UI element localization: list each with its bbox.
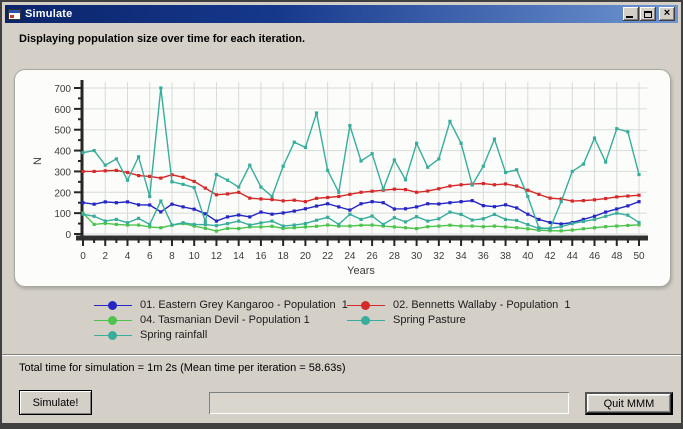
legend-label: Spring Pasture <box>393 314 466 326</box>
svg-text:16: 16 <box>255 251 267 262</box>
simulate-button[interactable]: Simulate! <box>19 390 92 415</box>
svg-text:4: 4 <box>125 251 131 262</box>
svg-text:N: N <box>32 157 44 165</box>
svg-text:0: 0 <box>65 230 71 241</box>
svg-text:26: 26 <box>367 251 379 262</box>
legend-marker-icon <box>94 300 132 310</box>
app-icon <box>8 8 21 20</box>
legend-label: Spring rainfall <box>140 329 208 341</box>
legend-label: 04. Tasmanian Devil - Population 1 <box>140 314 310 326</box>
svg-text:48: 48 <box>611 251 623 262</box>
svg-text:46: 46 <box>589 251 601 262</box>
svg-text:24: 24 <box>344 251 356 262</box>
svg-text:12: 12 <box>211 251 223 262</box>
svg-text:500: 500 <box>54 126 71 137</box>
svg-text:Years: Years <box>347 265 375 277</box>
svg-text:38: 38 <box>500 251 512 262</box>
svg-text:30: 30 <box>411 251 423 262</box>
status-text: Total time for simulation = 1m 2s (Mean … <box>19 362 346 374</box>
page-title: Displaying population size over time for… <box>19 33 306 45</box>
legend-label: 01. Eastern Grey Kangaroo - Population 1 <box>140 299 348 311</box>
chart-panel: 0 100 200 300 400 500 600 700 0 2 4 6 8 10 12 14 16 18 20 2… <box>14 69 671 287</box>
svg-text:8: 8 <box>169 251 175 262</box>
svg-text:40: 40 <box>522 251 534 262</box>
legend-item: 04. Tasmanian Devil - Population 1 <box>94 313 347 327</box>
chart-legend: 01. Eastern Grey Kangaroo - Population 1… <box>94 298 571 342</box>
legend-marker-icon <box>347 315 385 325</box>
svg-text:20: 20 <box>300 251 312 262</box>
svg-text:700: 700 <box>54 84 71 95</box>
svg-text:34: 34 <box>456 251 468 262</box>
maximize-button[interactable] <box>640 7 656 21</box>
svg-text:10: 10 <box>189 251 201 262</box>
legend-marker-icon <box>94 315 132 325</box>
quit-mmm-button[interactable]: Quit MMM <box>585 392 673 415</box>
title-bar[interactable]: Simulate × <box>5 5 678 23</box>
section-divider <box>2 354 681 356</box>
svg-text:300: 300 <box>54 167 71 178</box>
close-button[interactable]: × <box>659 7 675 21</box>
minimize-button[interactable] <box>623 7 639 21</box>
svg-text:100: 100 <box>54 209 71 220</box>
window-title: Simulate <box>25 8 73 20</box>
maximize-icon <box>644 10 652 18</box>
svg-text:50: 50 <box>633 251 645 262</box>
svg-text:600: 600 <box>54 105 71 116</box>
svg-text:22: 22 <box>322 251 334 262</box>
svg-text:400: 400 <box>54 147 71 158</box>
legend-item: 01. Eastern Grey Kangaroo - Population 1 <box>94 298 348 312</box>
svg-text:18: 18 <box>278 251 290 262</box>
progress-bar <box>209 392 569 414</box>
svg-text:28: 28 <box>389 251 401 262</box>
svg-text:42: 42 <box>544 251 556 262</box>
svg-text:14: 14 <box>233 251 245 262</box>
svg-text:200: 200 <box>54 188 71 199</box>
legend-marker-icon <box>347 300 385 310</box>
svg-text:44: 44 <box>567 251 579 262</box>
svg-text:32: 32 <box>433 251 445 262</box>
legend-item: Spring rainfall <box>94 328 347 342</box>
minimize-icon <box>626 16 633 18</box>
legend-marker-icon <box>94 330 132 340</box>
svg-text:6: 6 <box>147 251 153 262</box>
legend-item: 02. Bennetts Wallaby - Population 1 <box>347 298 571 312</box>
svg-text:0: 0 <box>80 251 86 262</box>
svg-text:2: 2 <box>102 251 108 262</box>
legend-label: 02. Bennetts Wallaby - Population 1 <box>393 299 571 311</box>
svg-text:36: 36 <box>478 251 490 262</box>
close-icon: × <box>663 7 671 19</box>
legend-item: Spring Pasture <box>347 313 571 327</box>
